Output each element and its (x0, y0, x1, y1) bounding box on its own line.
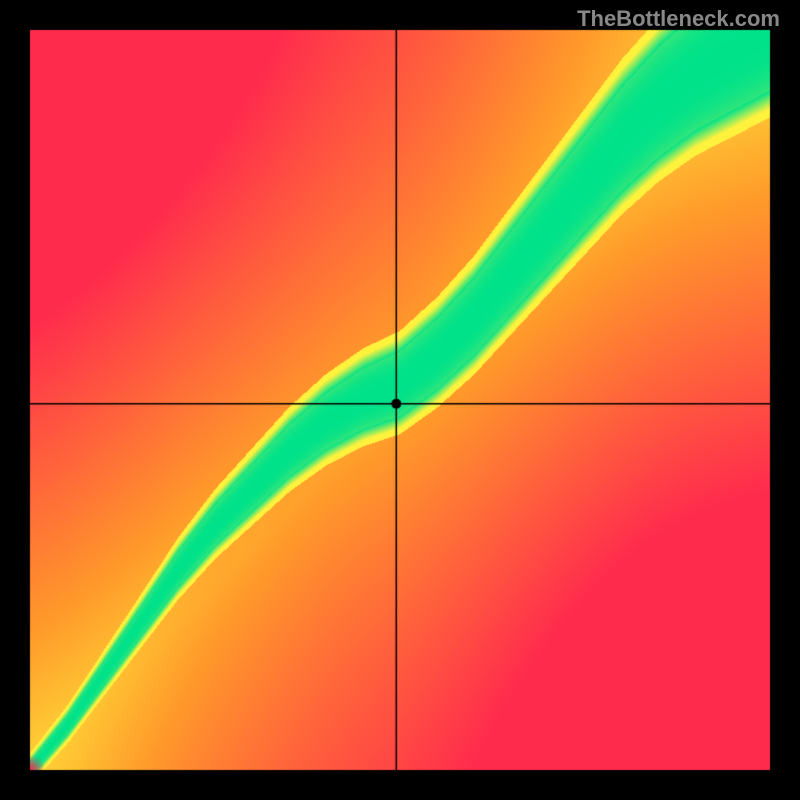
heatmap-canvas (0, 0, 800, 800)
watermark-text: TheBottleneck.com (577, 6, 780, 32)
chart-container: TheBottleneck.com (0, 0, 800, 800)
